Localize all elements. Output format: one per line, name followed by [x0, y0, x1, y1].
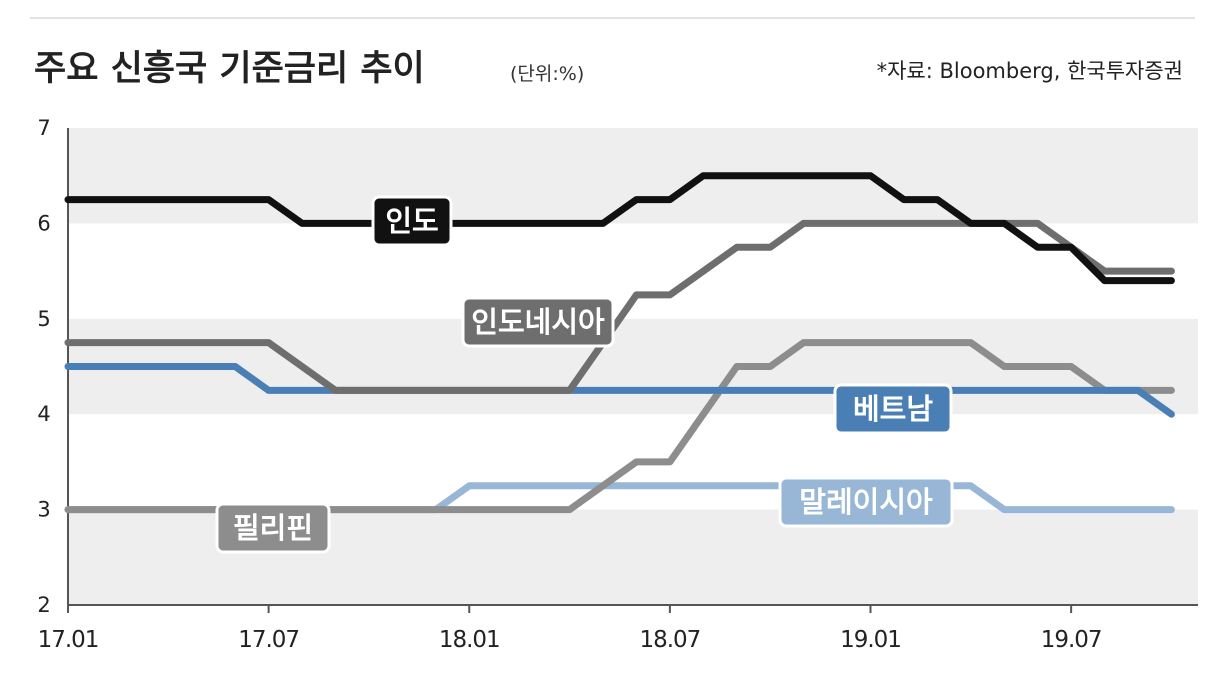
x-tick-label: 18.01: [439, 627, 500, 653]
y-tick-label: 2: [37, 593, 50, 617]
series-label-box: [833, 383, 953, 435]
x-tick-label: 17.01: [38, 627, 99, 653]
series-label-1: 인도네시아: [461, 296, 615, 348]
series-lines: [64, 172, 1175, 514]
series-label-box: [461, 296, 615, 348]
y-tick-label: 6: [37, 211, 50, 235]
series-label-0: 인도: [371, 195, 453, 247]
y-tick-labels: 7 6 5 4 3 2: [37, 116, 50, 617]
x-tick-label: 18.07: [639, 627, 700, 653]
x-tick-label: 17.07: [238, 627, 299, 653]
series-label-4: 말레이시아: [778, 476, 954, 528]
series-label-text: 필리핀: [233, 511, 313, 545]
x-tick-label: 19.01: [840, 627, 901, 653]
x-tick-label: 19.07: [1041, 627, 1102, 653]
y-tick-label: 4: [37, 402, 50, 426]
series-label-box: [215, 502, 331, 554]
unit-note: (단위:%): [510, 63, 584, 85]
chart-title: 주요 신흥국 기준금리 추이: [34, 49, 425, 89]
y-tick-label: 7: [37, 116, 50, 140]
series-label-text: 인도네시아: [471, 305, 605, 339]
series-line-0: [64, 172, 1175, 285]
series-label-text: 인도: [385, 204, 438, 238]
series-label-box: [371, 195, 453, 247]
series-label-3: 필리핀: [215, 502, 331, 554]
y-tick-label: 5: [37, 307, 50, 331]
x-tick-labels: 17.01 17.07 18.01 18.07 19.01 19.07: [38, 605, 1103, 653]
series-line-1: [64, 219, 1175, 394]
series-label-box: [778, 476, 954, 528]
band-6-7: [68, 128, 1198, 224]
series-line-2: [64, 363, 1175, 418]
series-label-text: 말레이시아: [799, 485, 933, 519]
series-label-text: 베트남: [853, 392, 933, 426]
y-tick-label: 3: [37, 498, 50, 522]
series-line-3: [64, 339, 1175, 514]
series-label-2: 베트남: [833, 383, 953, 435]
source-note: *자료: Bloomberg, 한국투자증권: [877, 59, 1183, 83]
